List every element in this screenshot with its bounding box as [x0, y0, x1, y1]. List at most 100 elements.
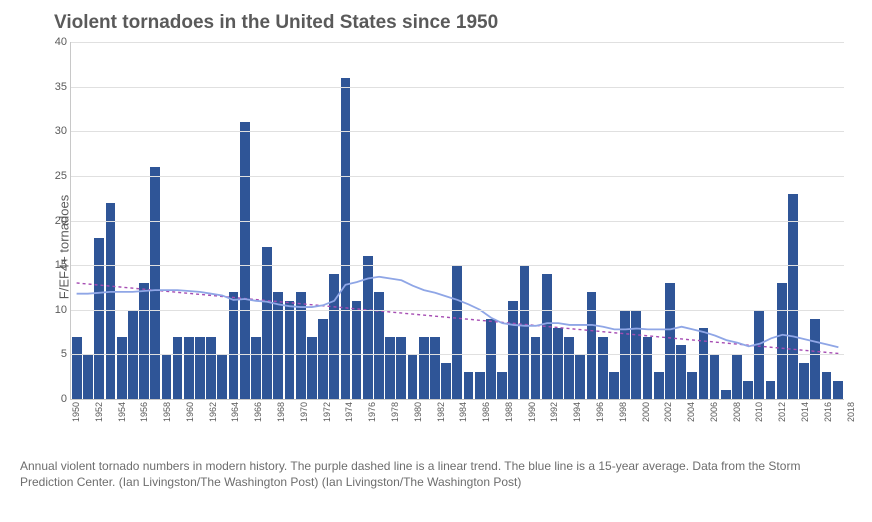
x-tick-label: 2004	[686, 402, 696, 452]
y-tick-label: 15	[41, 259, 67, 271]
x-tick-label: 2002	[663, 402, 673, 452]
bar	[643, 337, 653, 399]
y-tick-label: 0	[41, 393, 67, 405]
x-tick-label: 1994	[572, 402, 582, 452]
x-tick-label: 2008	[732, 402, 742, 452]
bar	[553, 328, 563, 399]
chart-caption: Annual violent tornado numbers in modern…	[20, 458, 852, 490]
bar	[575, 354, 585, 399]
y-tick-label: 10	[41, 304, 67, 316]
x-tick-label: 1986	[481, 402, 491, 452]
bar	[307, 337, 317, 399]
bar	[117, 337, 127, 399]
x-tick-label: 1976	[367, 402, 377, 452]
gridline	[71, 354, 844, 355]
gridline	[71, 176, 844, 177]
y-tick-label: 30	[41, 125, 67, 137]
bar	[598, 337, 608, 399]
bar	[788, 194, 798, 399]
x-tick-label: 1958	[162, 402, 172, 452]
bar	[721, 390, 731, 399]
x-tick-label: 2000	[641, 402, 651, 452]
x-tick-label: 1968	[276, 402, 286, 452]
gridline	[71, 87, 844, 88]
x-tick-label: 2018	[846, 402, 856, 452]
bar	[508, 301, 518, 399]
x-tick-label: 1956	[139, 402, 149, 452]
x-tick-label: 1952	[94, 402, 104, 452]
bar	[699, 328, 709, 399]
bar	[72, 337, 82, 399]
x-tick-label: 2016	[823, 402, 833, 452]
bar	[329, 274, 339, 399]
bar	[531, 337, 541, 399]
bar	[464, 372, 474, 399]
bar	[542, 274, 552, 399]
x-tick-label: 2006	[709, 402, 719, 452]
bar	[654, 372, 664, 399]
x-tick-label: 1974	[344, 402, 354, 452]
gridline	[71, 42, 844, 43]
x-tick-label: 1954	[117, 402, 127, 452]
bar	[441, 363, 451, 399]
bar	[229, 292, 239, 399]
bar	[452, 265, 462, 399]
bar	[486, 319, 496, 399]
x-tick-label: 1980	[413, 402, 423, 452]
bar	[318, 319, 328, 399]
bar	[94, 238, 104, 399]
y-tick-label: 25	[41, 170, 67, 182]
gridline	[71, 265, 844, 266]
x-tick-label: 1990	[527, 402, 537, 452]
y-tick-label: 40	[41, 36, 67, 48]
bar	[106, 203, 116, 399]
bar	[352, 301, 362, 399]
bar	[475, 372, 485, 399]
y-tick-label: 35	[41, 81, 67, 93]
x-tick-label: 1978	[390, 402, 400, 452]
x-tick-label: 1966	[253, 402, 263, 452]
bar	[430, 337, 440, 399]
bar	[162, 354, 172, 399]
bar	[184, 337, 194, 399]
x-tick-label: 1984	[458, 402, 468, 452]
x-tick-label: 1982	[436, 402, 446, 452]
bar	[799, 363, 809, 399]
chart-container: F/EF4+ tornadoes 0510152025303540 195019…	[20, 42, 852, 452]
bar	[408, 354, 418, 399]
x-tick-label: 1996	[595, 402, 605, 452]
bar	[520, 265, 530, 399]
bar	[766, 381, 776, 399]
bar	[273, 292, 283, 399]
x-tick-label: 1962	[208, 402, 218, 452]
bar	[777, 283, 787, 399]
bar	[419, 337, 429, 399]
bar	[833, 381, 843, 399]
bar	[296, 292, 306, 399]
bar	[743, 381, 753, 399]
bar	[732, 354, 742, 399]
bar	[497, 372, 507, 399]
bar	[251, 337, 261, 399]
x-tick-label: 1970	[299, 402, 309, 452]
x-tick-label: 1964	[230, 402, 240, 452]
plot-area: 0510152025303540	[70, 42, 844, 400]
x-tick-label: 1950	[71, 402, 81, 452]
x-tick-label: 1972	[322, 402, 332, 452]
bar	[810, 319, 820, 399]
bar	[396, 337, 406, 399]
bar	[262, 247, 272, 399]
bar	[822, 372, 832, 399]
bar	[139, 283, 149, 399]
gridline	[71, 310, 844, 311]
bar	[587, 292, 597, 399]
bar	[150, 167, 160, 399]
bar	[687, 372, 697, 399]
y-tick-label: 5	[41, 348, 67, 360]
chart-title: Violent tornadoes in the United States s…	[54, 12, 852, 34]
bar	[665, 283, 675, 399]
bar	[374, 292, 384, 399]
bar	[609, 372, 619, 399]
gridline	[71, 221, 844, 222]
bar	[173, 337, 183, 399]
